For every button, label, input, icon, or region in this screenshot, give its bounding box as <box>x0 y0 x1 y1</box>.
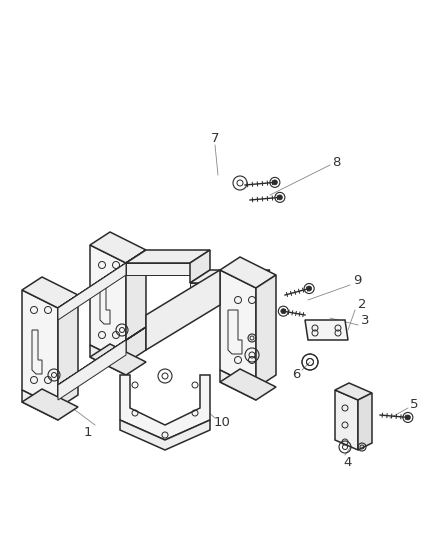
Polygon shape <box>120 420 210 450</box>
Polygon shape <box>220 257 276 288</box>
Polygon shape <box>190 283 250 295</box>
Polygon shape <box>120 375 210 440</box>
Polygon shape <box>126 263 190 275</box>
Polygon shape <box>305 320 348 340</box>
Polygon shape <box>90 245 126 363</box>
Polygon shape <box>335 390 358 450</box>
Polygon shape <box>90 344 146 375</box>
Circle shape <box>277 195 283 200</box>
Polygon shape <box>90 345 126 375</box>
Text: 4: 4 <box>344 456 352 469</box>
Polygon shape <box>58 295 78 408</box>
Polygon shape <box>220 370 256 400</box>
Polygon shape <box>32 330 42 374</box>
Text: 3: 3 <box>361 313 369 327</box>
Circle shape <box>406 415 410 420</box>
Polygon shape <box>126 250 146 363</box>
Polygon shape <box>126 250 210 263</box>
Text: 7: 7 <box>211 132 219 144</box>
Text: 1: 1 <box>84 425 92 439</box>
Text: 9: 9 <box>353 273 361 287</box>
Text: 8: 8 <box>332 156 340 168</box>
Polygon shape <box>256 275 276 388</box>
Polygon shape <box>22 290 58 408</box>
Polygon shape <box>22 389 78 420</box>
Text: 10: 10 <box>214 416 230 429</box>
Polygon shape <box>22 277 78 308</box>
Polygon shape <box>58 250 146 308</box>
Text: 2: 2 <box>358 298 366 311</box>
Polygon shape <box>90 232 146 263</box>
Polygon shape <box>100 280 110 324</box>
Polygon shape <box>190 270 270 283</box>
Circle shape <box>272 180 277 185</box>
Polygon shape <box>220 270 256 388</box>
Polygon shape <box>22 390 58 420</box>
Polygon shape <box>58 327 146 385</box>
Text: 6: 6 <box>292 367 300 381</box>
Polygon shape <box>220 369 276 400</box>
Circle shape <box>307 286 312 291</box>
Polygon shape <box>228 310 242 354</box>
Circle shape <box>281 309 286 314</box>
Polygon shape <box>58 340 126 400</box>
Polygon shape <box>146 270 220 350</box>
Polygon shape <box>190 250 210 283</box>
Polygon shape <box>358 393 372 450</box>
Text: 5: 5 <box>410 398 418 410</box>
Polygon shape <box>58 263 126 320</box>
Polygon shape <box>335 383 372 400</box>
